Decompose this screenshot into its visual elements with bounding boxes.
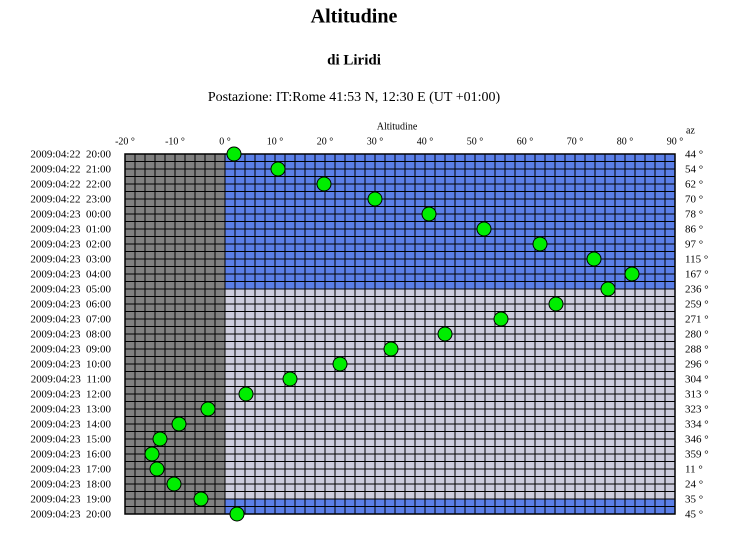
row-label: 2009:04:23 09:00 xyxy=(30,344,111,356)
x-axis-label: Altitudine xyxy=(377,121,418,132)
az-label: az xyxy=(686,125,695,136)
row-label: 2009:04:23 08:00 xyxy=(30,329,111,341)
x-tick-label: 70 ° xyxy=(567,136,584,147)
altitude-dot xyxy=(152,431,168,447)
altitude-dot xyxy=(226,146,242,162)
azimuth-label: 11 ° xyxy=(685,464,703,476)
row-label: 2009:04:23 02:00 xyxy=(30,239,111,251)
altitude-dot xyxy=(200,401,216,417)
azimuth-label: 323 ° xyxy=(685,404,709,416)
azimuth-label: 296 ° xyxy=(685,359,709,371)
row-label: 2009:04:23 05:00 xyxy=(30,284,111,296)
azimuth-label: 167 ° xyxy=(685,269,709,281)
altitude-dot xyxy=(332,356,348,372)
altitude-dot xyxy=(193,491,209,507)
azimuth-label: 259 ° xyxy=(685,299,709,311)
altitude-dot xyxy=(149,461,165,477)
row-label: 2009:04:23 10:00 xyxy=(30,359,111,371)
chart-title: Altitudine xyxy=(311,6,398,28)
azimuth-label: 334 ° xyxy=(685,419,709,431)
altitude-dot xyxy=(367,191,383,207)
row-label: 2009:04:23 15:00 xyxy=(30,434,111,446)
row-label: 2009:04:23 20:00 xyxy=(30,509,111,521)
azimuth-label: 97 ° xyxy=(685,239,703,251)
altitude-dot xyxy=(586,251,602,267)
azimuth-label: 62 ° xyxy=(685,179,703,191)
azimuth-label: 78 ° xyxy=(685,209,703,221)
azimuth-label: 54 ° xyxy=(685,164,703,176)
row-label: 2009:04:22 23:00 xyxy=(30,194,111,206)
x-tick-label: -10 ° xyxy=(165,136,185,147)
altitude-dot xyxy=(493,311,509,327)
chart-subtitle: di Liridi xyxy=(327,52,381,68)
row-label: 2009:04:23 19:00 xyxy=(30,494,111,506)
azimuth-label: 236 ° xyxy=(685,284,709,296)
row-label: 2009:04:23 13:00 xyxy=(30,404,111,416)
altitude-dot xyxy=(600,281,616,297)
azimuth-label: 70 ° xyxy=(685,194,703,206)
azimuth-label: 313 ° xyxy=(685,389,709,401)
altitude-dot xyxy=(282,371,298,387)
altitude-dot xyxy=(171,416,187,432)
azimuth-label: 271 ° xyxy=(685,314,709,326)
altitude-dot xyxy=(270,161,286,177)
altitude-dot xyxy=(144,446,160,462)
x-tick-label: -20 ° xyxy=(115,136,135,147)
x-tick-label: 90 ° xyxy=(667,136,684,147)
altitude-dot xyxy=(316,176,332,192)
x-tick-label: 30 ° xyxy=(367,136,384,147)
x-tick-label: 0 ° xyxy=(219,136,231,147)
azimuth-label: 44 ° xyxy=(685,149,703,161)
row-label: 2009:04:23 12:00 xyxy=(30,389,111,401)
location: Postazione: IT:Rome 41:53 N, 12:30 E (UT… xyxy=(208,90,501,105)
row-label: 2009:04:22 22:00 xyxy=(30,179,111,191)
altitude-dot xyxy=(166,476,182,492)
row-label: 2009:04:23 16:00 xyxy=(30,449,111,461)
row-label: 2009:04:23 14:00 xyxy=(30,419,111,431)
azimuth-label: 115 ° xyxy=(685,254,708,266)
row-label: 2009:04:22 21:00 xyxy=(30,164,111,176)
grid xyxy=(124,153,676,515)
row-label: 2009:04:23 06:00 xyxy=(30,299,111,311)
azimuth-label: 86 ° xyxy=(685,224,703,236)
altitude-dot xyxy=(437,326,453,342)
x-tick-label: 60 ° xyxy=(517,136,534,147)
azimuth-label: 24 ° xyxy=(685,479,703,491)
azimuth-label: 280 ° xyxy=(685,329,709,341)
azimuth-label: 35 ° xyxy=(685,494,703,506)
altitude-dot xyxy=(476,221,492,237)
x-tick-label: 80 ° xyxy=(617,136,634,147)
altitude-dot xyxy=(229,506,245,522)
row-label: 2009:04:23 03:00 xyxy=(30,254,111,266)
row-label: 2009:04:23 17:00 xyxy=(30,464,111,476)
azimuth-label: 288 ° xyxy=(685,344,709,356)
x-tick-label: 40 ° xyxy=(417,136,434,147)
x-tick-label: 20 ° xyxy=(317,136,334,147)
altitude-dot xyxy=(421,206,437,222)
altitude-dot xyxy=(383,341,399,357)
row-label: 2009:04:23 11:00 xyxy=(31,374,112,386)
azimuth-label: 304 ° xyxy=(685,374,709,386)
azimuth-label: 346 ° xyxy=(685,434,709,446)
x-tick-label: 50 ° xyxy=(467,136,484,147)
x-tick-label: 10 ° xyxy=(267,136,284,147)
altitude-dot xyxy=(624,266,640,282)
azimuth-label: 359 ° xyxy=(685,449,709,461)
row-label: 2009:04:23 18:00 xyxy=(30,479,111,491)
row-label: 2009:04:22 20:00 xyxy=(30,149,111,161)
row-label: 2009:04:23 00:00 xyxy=(30,209,111,221)
altitude-dot xyxy=(548,296,564,312)
row-label: 2009:04:23 04:00 xyxy=(30,269,111,281)
altitude-dot xyxy=(238,386,254,402)
azimuth-label: 45 ° xyxy=(685,509,703,521)
altitude-dot xyxy=(532,236,548,252)
row-label: 2009:04:23 01:00 xyxy=(30,224,111,236)
row-label: 2009:04:23 07:00 xyxy=(30,314,111,326)
